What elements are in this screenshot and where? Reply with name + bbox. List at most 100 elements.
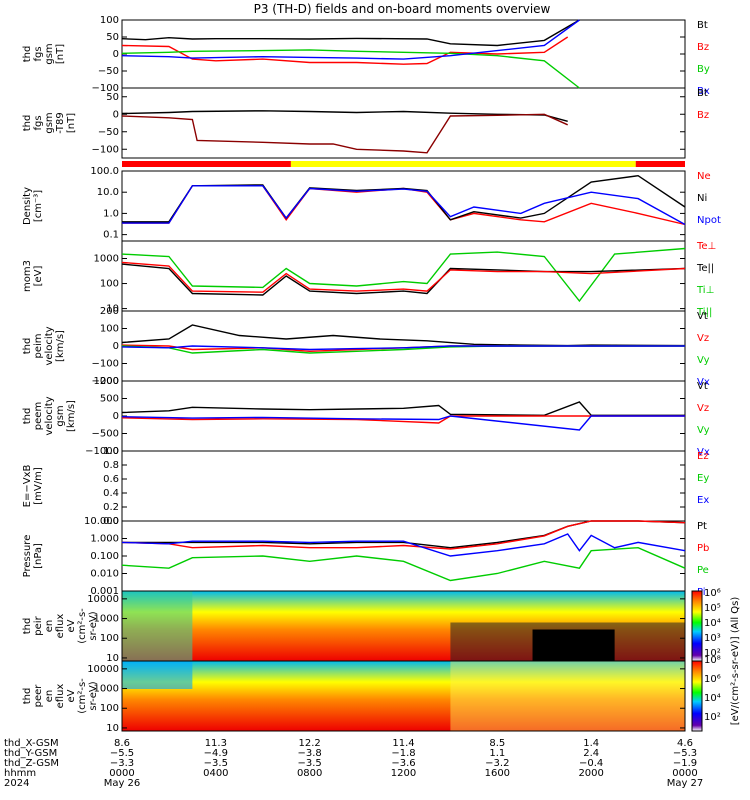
- spectrogram-fill: [532, 629, 615, 661]
- footer-value: 1.1: [489, 748, 505, 759]
- footer-value: −4.9: [204, 748, 228, 759]
- y-tick-label: 50: [106, 32, 119, 43]
- legend-Npot: Npot: [697, 215, 721, 226]
- panel-temp: 1000 100 10 mom3 [eV] Te⊥ Te|| Ti⊥ Ti||: [22, 240, 716, 318]
- footer-value: 0400: [203, 768, 228, 779]
- colorbar-tick-label: 10⁸: [704, 655, 721, 666]
- legend-Vz: Vz: [697, 333, 709, 344]
- footer-value: −3.8: [298, 748, 322, 759]
- colorbar-tick-label: 10⁶: [704, 674, 721, 685]
- y-tick-label: 10: [106, 653, 119, 664]
- y-tick-label: 100: [100, 703, 119, 714]
- y-axis-label: thd: [22, 115, 33, 132]
- footer-value: 12.2: [299, 738, 321, 749]
- mode-segment: [290, 161, 636, 167]
- y-axis-label: [nT]: [66, 113, 77, 133]
- panel-frame: [121, 19, 686, 89]
- y-tick-label: 1.0: [103, 208, 119, 219]
- legend-Ex: Ex: [697, 495, 709, 506]
- y-tick-label: 1000: [94, 254, 119, 265]
- panel-frame: [121, 87, 686, 159]
- y-tick-label: 100: [100, 324, 119, 335]
- y-axis-label: [km/s]: [66, 400, 77, 432]
- footer-value: 11.3: [205, 738, 227, 749]
- legend-Ne: Ne: [697, 171, 711, 182]
- y-tick-label: 0.010: [90, 569, 119, 580]
- footer-value: 1200: [391, 768, 416, 779]
- footer-end-date: May 27: [667, 778, 704, 789]
- legend-Te||: Te||: [696, 263, 714, 274]
- series-fgs_gsm-Bx: [121, 19, 580, 60]
- legend-Bt: Bt: [697, 20, 708, 31]
- y-tick-label: 1.0: [103, 446, 119, 457]
- y-axis-label: eV: [66, 619, 77, 632]
- series-density-Npot: [122, 185, 686, 226]
- panel-frame: [121, 240, 686, 312]
- y-tick-label: 0.100: [90, 551, 119, 562]
- series-temp-Te||: [121, 263, 686, 296]
- colorbar: [691, 590, 703, 662]
- y-tick-label: 1000: [94, 684, 119, 695]
- series-peim_vel-Vx: [121, 345, 685, 351]
- y-tick-label: 10.000: [84, 516, 119, 527]
- series-peim_vel-Vt: [121, 324, 686, 347]
- series-pressure-Pe: [121, 546, 686, 582]
- y-axis-label: thd: [22, 618, 33, 635]
- legend-Bz: Bz: [697, 42, 709, 53]
- legend-Ey: Ey: [697, 473, 709, 484]
- y-axis-label: peir: [33, 615, 44, 635]
- panel-frame: [121, 520, 686, 592]
- y-tick-label: 1.000: [90, 534, 119, 545]
- panel-frame: [121, 450, 686, 522]
- footer-value: 0000: [109, 768, 134, 779]
- footer-value: −0.4: [579, 758, 603, 769]
- series-fgs_gsm-Bz: [121, 36, 569, 65]
- panel-fgs_gsm_t89: 50 0 −50 −100 thd fgs gsm -T89 [nT] Bt Bz: [22, 87, 709, 159]
- colorbar-tick-label: 10²: [704, 648, 721, 659]
- y-tick-label: 0: [113, 49, 119, 60]
- plot-title: P3 (TH-D) fields and on-board moments ov…: [254, 2, 551, 16]
- y-axis-label: Density: [22, 187, 33, 225]
- mode-segment: [122, 161, 291, 167]
- y-tick-label: 50: [106, 92, 119, 103]
- y-axis-label: en: [44, 620, 55, 633]
- footer-value: −3.5: [204, 758, 228, 769]
- footer-value: 1600: [485, 768, 510, 779]
- y-tick-label: −100: [92, 83, 119, 94]
- footer-value: 2.4: [583, 748, 599, 759]
- y-axis-label: fgs: [33, 115, 44, 130]
- y-tick-label: 10000: [87, 664, 119, 675]
- footer-value: 11.4: [392, 738, 414, 749]
- colorbar-tick-label: 10⁴: [704, 618, 721, 629]
- spectrogram-fill: [122, 661, 685, 731]
- y-tick-label: 0.8: [103, 460, 119, 471]
- footer-row-label: thd_Y-GSM: [4, 748, 57, 759]
- y-tick-label: 0.1: [103, 230, 119, 241]
- mode-bar: [122, 161, 685, 167]
- legend-Ti||: Ti||: [696, 307, 712, 318]
- y-axis-label: gsm: [44, 112, 55, 133]
- y-tick-label: 100.0: [90, 166, 119, 177]
- spectrogram-fill: [450, 661, 685, 731]
- footer-axis: thd_X-GSM 8.6 11.3 12.2 11.4 8.5 1.4 4.6 thd_Y-G…: [4, 738, 703, 789]
- legend-Vy: Vy: [697, 355, 710, 366]
- y-tick-label: 1000: [94, 614, 119, 625]
- y-axis-label: gsm: [55, 405, 66, 426]
- y-axis-label: thd: [22, 338, 33, 355]
- footer-row-label: hhmm: [4, 768, 36, 779]
- y-axis-label: E=−VxB: [22, 465, 33, 508]
- panel-peem_vel: 1000 500 0 −500 −1000 thd peem velocity gsm [km/s…: [22, 376, 710, 458]
- legend-Vy: Vy: [697, 425, 710, 436]
- y-axis-label: velocity: [44, 396, 55, 435]
- series-density-Ne: [122, 185, 686, 226]
- series-pressure-Pt: [122, 520, 686, 549]
- y-tick-label: 100: [100, 15, 119, 26]
- series-fgs_gsm-By: [121, 49, 580, 89]
- legend-Pe: Pe: [697, 565, 709, 576]
- legend-By: By: [697, 64, 710, 75]
- y-axis-label: fgs: [33, 46, 44, 61]
- y-axis-label: Pressure: [22, 535, 33, 578]
- y-axis-label: eflux: [55, 614, 66, 639]
